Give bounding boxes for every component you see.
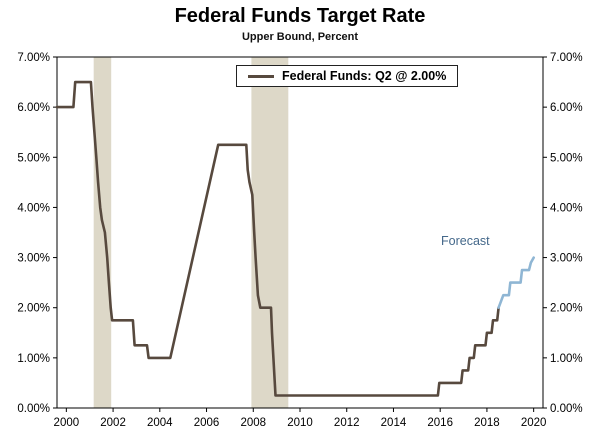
x-tick-label: 2016 [427,417,453,429]
y-tick-label-left: 6.00% [17,102,50,114]
chart-title: Federal Funds Target Rate [174,5,426,27]
x-tick-label: 2000 [54,417,80,429]
y-tick-label-right: 2.00% [550,303,583,315]
x-tick-label: 2018 [474,417,500,429]
y-tick-label-left: 1.00% [17,353,50,365]
plot-border [56,56,544,409]
y-tick-label-left: 5.00% [17,152,50,164]
x-tick-label: 2010 [287,417,313,429]
legend-label: Federal Funds: Q2 @ 2.00% [282,69,447,83]
forecast-annotation: Forecast [441,234,490,248]
x-tick-label: 2004 [147,417,173,429]
y-tick-label-left: 4.00% [17,202,50,214]
x-tick-label: 2002 [100,417,126,429]
y-tick-label-right: 0.00% [550,403,583,415]
chart-subtitle: Upper Bound, Percent [241,31,359,43]
recession-band [251,57,289,408]
y-tick-label-right: 4.00% [550,202,583,214]
y-tick-label-right: 1.00% [550,353,583,365]
x-tick-label: 2006 [194,417,220,429]
y-tick-label-right: 7.00% [550,52,583,64]
legend: Federal Funds: Q2 @ 2.00% [236,65,459,87]
forecast-line [497,256,536,310]
legend-line-sample [248,74,274,78]
y-tick-label-left: 2.00% [17,303,50,315]
y-tick-label-left: 7.00% [17,52,50,64]
y-tick-label-left: 0.00% [17,403,50,415]
y-tick-label-right: 3.00% [550,253,583,265]
x-tick-label: 2020 [521,417,547,429]
x-tick-label: 2008 [240,417,266,429]
x-tick-label: 2014 [381,417,407,429]
history-line [55,80,500,397]
recession-band [93,57,112,408]
y-tick-label-left: 3.00% [17,253,50,265]
y-tick-label-right: 6.00% [550,102,583,114]
y-tick-label-right: 5.00% [550,152,583,164]
x-tick-label: 2012 [334,417,360,429]
